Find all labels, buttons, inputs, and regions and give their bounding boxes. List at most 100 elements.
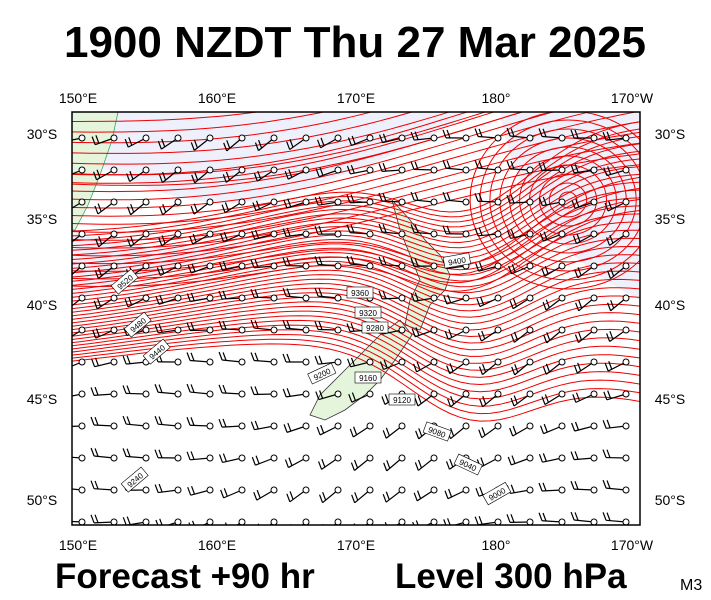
station (334, 390, 342, 398)
lon-label: 170°E (337, 537, 375, 553)
barb-feather (478, 515, 483, 525)
lat-label: 50°S (27, 492, 58, 508)
station (398, 486, 406, 494)
station (302, 166, 310, 174)
station (142, 518, 150, 525)
station (494, 422, 502, 430)
barb-feather (447, 398, 452, 407)
contour-label: 9280 (361, 321, 389, 334)
station (238, 326, 246, 334)
barb-feather (574, 129, 579, 139)
barb-feather (254, 320, 259, 329)
barb-feather (286, 141, 291, 150)
station (238, 358, 246, 366)
barb-feather (378, 163, 383, 172)
station (142, 326, 150, 334)
station (110, 518, 118, 525)
contour-label: 9400 (442, 252, 472, 269)
station (174, 198, 182, 206)
barb-feather (186, 293, 191, 302)
station (110, 454, 118, 462)
barb-feather (602, 420, 607, 429)
barb-feather (479, 398, 484, 408)
barb-feather (346, 255, 351, 265)
contour (72, 189, 640, 274)
station (78, 486, 86, 494)
barb-feather (218, 454, 224, 463)
contour-label-box (453, 453, 483, 476)
barb-feather (346, 224, 351, 233)
barb-feather (542, 512, 547, 522)
barb-feather (127, 206, 132, 215)
barb-feather (478, 160, 483, 169)
barb-feather (442, 191, 447, 201)
barb-feather (315, 168, 320, 177)
barb-feather (544, 394, 549, 403)
contour (72, 143, 640, 247)
barb-feather (606, 419, 611, 429)
barb-feather (506, 514, 511, 523)
barb-feather (286, 257, 291, 266)
barb-feather (603, 391, 608, 400)
contour-label-box (307, 362, 337, 385)
station (590, 230, 598, 238)
barb-feather (250, 259, 255, 268)
contour-label: 9160 (354, 371, 382, 384)
station (494, 326, 502, 334)
contour-label-box (123, 311, 152, 338)
station (142, 134, 150, 142)
station (174, 486, 182, 494)
barb-feather (254, 229, 260, 239)
barb-feather (478, 193, 483, 202)
station (142, 230, 150, 238)
barb-feather (543, 231, 548, 240)
station (142, 454, 150, 462)
barb-feather (186, 383, 191, 393)
barb-feather (318, 196, 323, 205)
station (526, 422, 534, 430)
barb-feather (481, 427, 486, 436)
station (238, 198, 246, 206)
station (494, 358, 502, 366)
contour-label-box (354, 371, 382, 384)
barb-feather (609, 234, 614, 244)
station (430, 230, 438, 238)
station (142, 422, 150, 430)
station (558, 230, 566, 238)
barb-feather (221, 204, 226, 213)
barb-feather (223, 488, 228, 497)
barb-feather (445, 461, 451, 470)
barb-feather (220, 233, 225, 242)
lat-label: 50°S (655, 492, 686, 508)
barb-feather (606, 333, 611, 342)
station (526, 134, 534, 142)
station (558, 198, 566, 206)
contour-label-box (422, 421, 452, 442)
barb-feather (92, 171, 98, 180)
barb-feather (476, 298, 481, 307)
barb-feather (478, 128, 483, 137)
barb-feather (509, 300, 514, 309)
station (142, 486, 150, 494)
station (494, 230, 502, 238)
barb-feather (318, 494, 324, 503)
barb-feather (126, 416, 131, 425)
barb-feather (510, 229, 515, 238)
barb-feather (194, 172, 199, 181)
barb-feather (350, 224, 355, 234)
barb-feather (382, 290, 387, 299)
barb-feather (513, 331, 519, 341)
barb-feather (450, 427, 455, 437)
station (622, 518, 630, 525)
barb-feather (512, 425, 517, 435)
station (558, 518, 566, 525)
barb-feather (94, 448, 99, 457)
station (238, 262, 246, 270)
contour (72, 221, 640, 290)
barb-feather (411, 328, 416, 337)
contour (72, 150, 640, 251)
barb-feather (475, 262, 480, 272)
barb-feather (542, 196, 547, 206)
barb-feather (449, 458, 454, 468)
barb-feather (442, 225, 447, 234)
